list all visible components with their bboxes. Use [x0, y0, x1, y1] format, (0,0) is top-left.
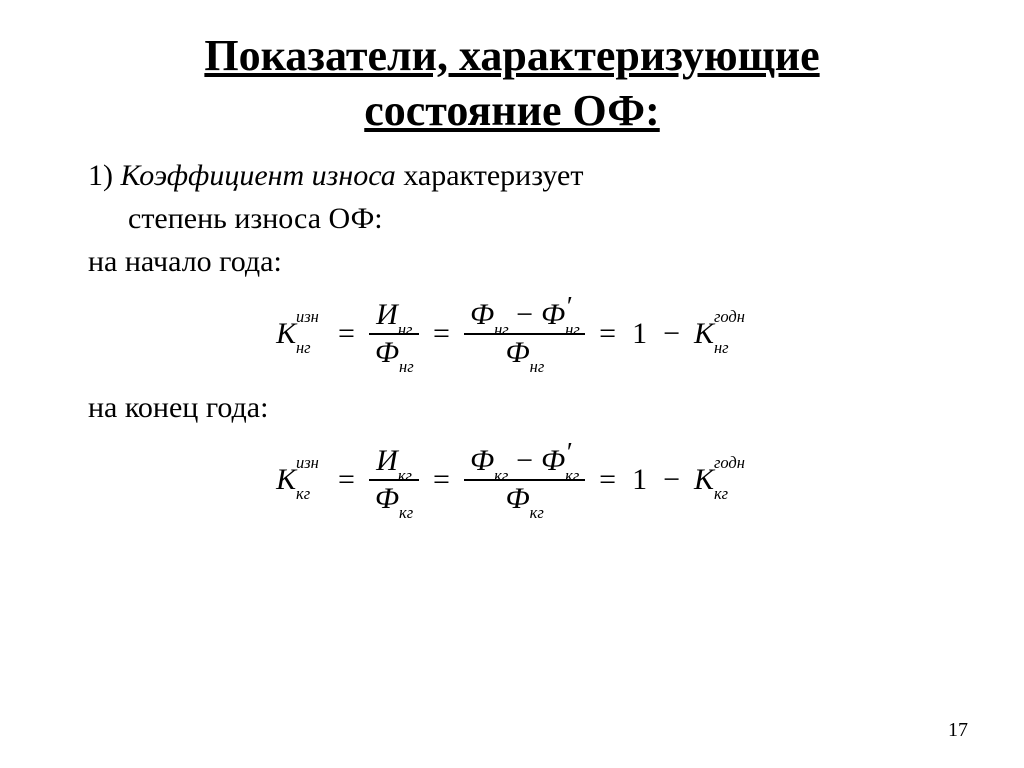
- sym-K-izn-kg: К изн кг: [276, 463, 296, 497]
- label-start-year: на начало года:: [60, 242, 964, 281]
- title-line-1: Показатели, характеризующие: [204, 31, 819, 80]
- sym-K-izn-ng: К изн нг: [276, 317, 296, 351]
- title-line-2: состояние ОФ:: [364, 86, 660, 135]
- slide-title: Показатели, характеризующие состояние ОФ…: [60, 28, 964, 138]
- formula-start-year: К изн нг = Инг Фнг = Фнг: [60, 299, 964, 368]
- item-1-line-1: 1) Коэффициент износа характеризует: [60, 156, 964, 195]
- item-1-line-2: степень износа ОФ:: [60, 199, 964, 238]
- frac-I-over-Phi-kg: Икг Фкг: [369, 445, 419, 514]
- frac-I-over-Phi-ng: Инг Фнг: [369, 299, 419, 368]
- item-1-lead: 1): [88, 159, 121, 192]
- frac-diff-kg: Фкг − Ф′кг Фкг: [464, 445, 585, 514]
- item-1-tail: характеризует: [396, 159, 584, 192]
- item-1-term: Коэффициент износа: [121, 159, 396, 192]
- slide: Показатели, характеризующие состояние ОФ…: [0, 0, 1024, 768]
- const-one: 1: [630, 317, 649, 351]
- eq-sign: =: [597, 317, 618, 351]
- sym-K-godn-kg: К годн кг: [694, 463, 714, 497]
- sym-K-godn-ng: К годн нг: [694, 317, 714, 351]
- frac-diff-ng: Фнг − Ф′нг Фнг: [464, 299, 585, 368]
- eq-sign: =: [431, 463, 452, 497]
- eq-sign: =: [336, 317, 357, 351]
- eq-sign: =: [336, 463, 357, 497]
- eq-sign: =: [597, 463, 618, 497]
- minus-sign: −: [661, 463, 682, 497]
- page-number: 17: [948, 719, 968, 742]
- minus-sign: −: [661, 317, 682, 351]
- label-end-year: на конец года:: [60, 388, 964, 427]
- formula-end-year: К изн кг = Икг Фкг = Фкг: [60, 445, 964, 514]
- const-one: 1: [630, 463, 649, 497]
- eq-sign: =: [431, 317, 452, 351]
